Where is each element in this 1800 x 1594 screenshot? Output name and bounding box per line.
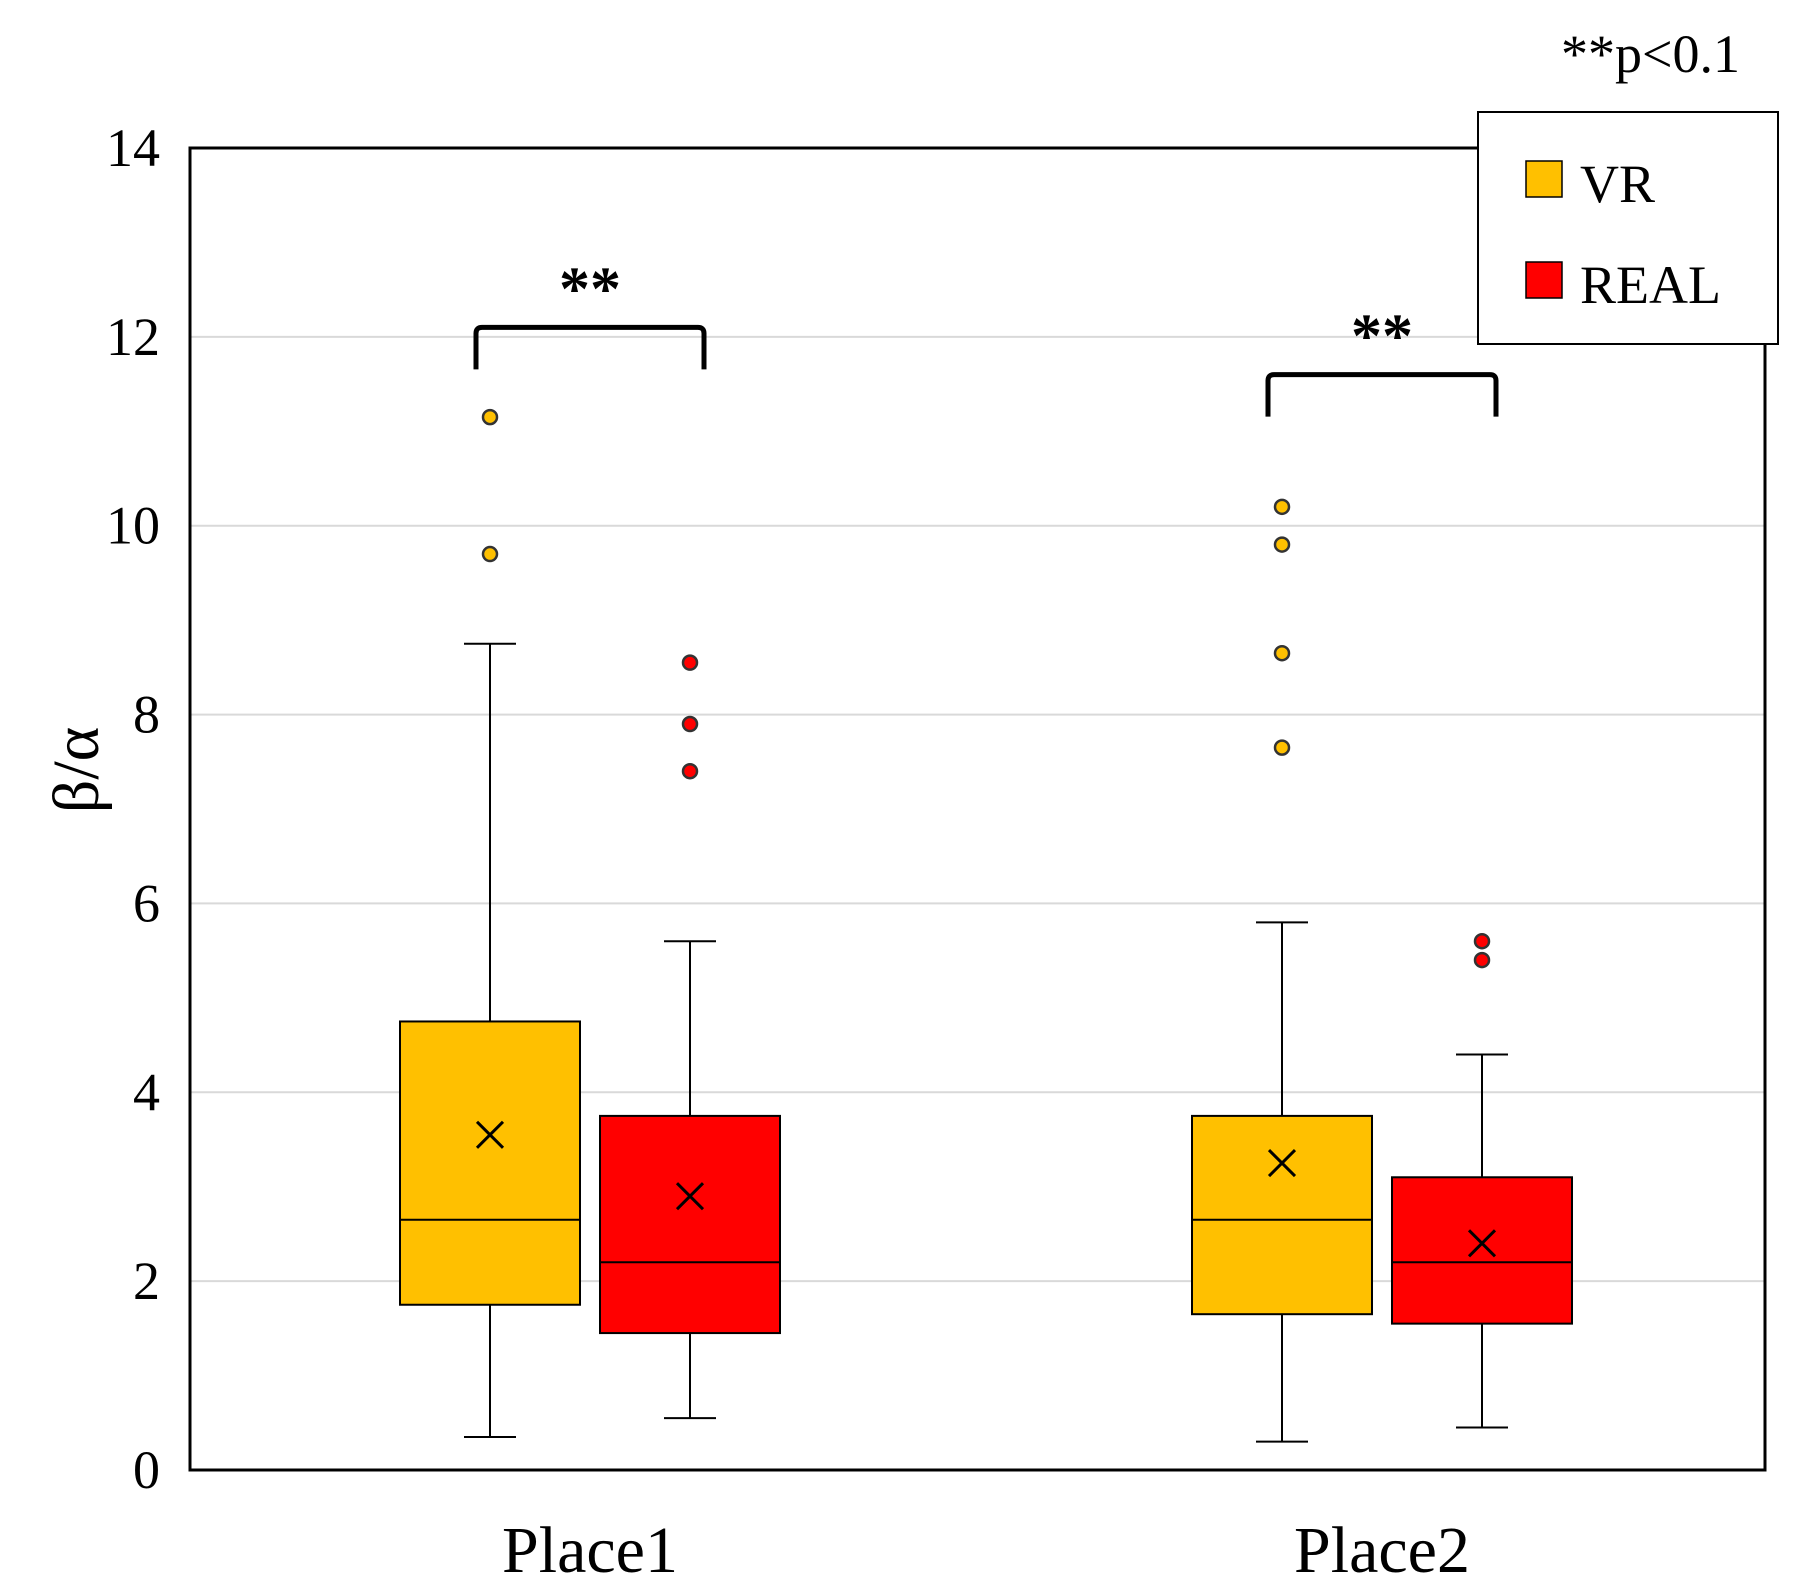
y-tick-label: 8 <box>133 685 160 745</box>
legend-label-real: REAL <box>1580 255 1721 315</box>
iqr-box <box>599 1114 781 1335</box>
outlier-point <box>481 408 499 426</box>
bracket-line <box>473 324 707 370</box>
plot-area: ** ** <box>399 255 1573 1443</box>
legend-swatch-real <box>1525 261 1563 299</box>
x-tick-label: Place2 <box>1294 1514 1470 1587</box>
y-tick-label: 0 <box>133 1440 160 1500</box>
y-tick-label: 2 <box>133 1251 160 1311</box>
box-vr-place2 <box>1191 498 1373 1443</box>
x-tick-label: Place1 <box>502 1514 678 1587</box>
outlier-point <box>481 545 499 563</box>
iqr-box <box>1191 1114 1373 1316</box>
iqr-box <box>399 1020 581 1306</box>
mean-marker <box>675 1182 705 1211</box>
significance-stars: ** <box>559 255 621 323</box>
legend-box <box>1477 111 1779 345</box>
significance-bracket-place2: ** <box>1265 303 1499 417</box>
box-real-place1 <box>599 654 781 1420</box>
outlier-point <box>1273 739 1291 756</box>
y-tick-label: 6 <box>133 873 160 933</box>
significance-note: **p<0.1 <box>1561 24 1740 84</box>
legend: VR REAL <box>1477 111 1779 345</box>
axes: 0 2 4 6 8 10 12 14 Place1 Place2 <box>106 118 1767 1587</box>
outlier-point <box>681 654 699 671</box>
y-tick-label: 4 <box>133 1062 160 1122</box>
outlier-point <box>1473 932 1491 950</box>
outlier-point <box>1473 951 1491 969</box>
y-tick-label: 12 <box>106 307 160 367</box>
mean-marker <box>1267 1149 1297 1178</box>
y-tick-label: 14 <box>106 118 160 178</box>
outlier-point <box>681 715 699 733</box>
legend-swatch-vr <box>1525 160 1563 198</box>
legend-label-vr: VR <box>1580 154 1655 214</box>
significance-bracket-place1: ** <box>473 255 707 370</box>
significance-stars: ** <box>1351 303 1413 371</box>
plot-frame <box>188 146 1767 1472</box>
iqr-box <box>1391 1176 1573 1325</box>
y-axis-label: β/α <box>40 727 113 814</box>
mean-marker <box>1467 1229 1497 1258</box>
outlier-point <box>1273 644 1291 662</box>
y-tick-label: 10 <box>106 496 160 556</box>
mean-marker <box>475 1120 505 1149</box>
bracket-line <box>1265 372 1499 417</box>
outlier-point <box>681 762 699 780</box>
box-vr-place1 <box>399 408 581 1438</box>
outlier-point <box>1273 498 1291 516</box>
box-real-place2 <box>1391 932 1573 1429</box>
outlier-point <box>1273 536 1291 553</box>
